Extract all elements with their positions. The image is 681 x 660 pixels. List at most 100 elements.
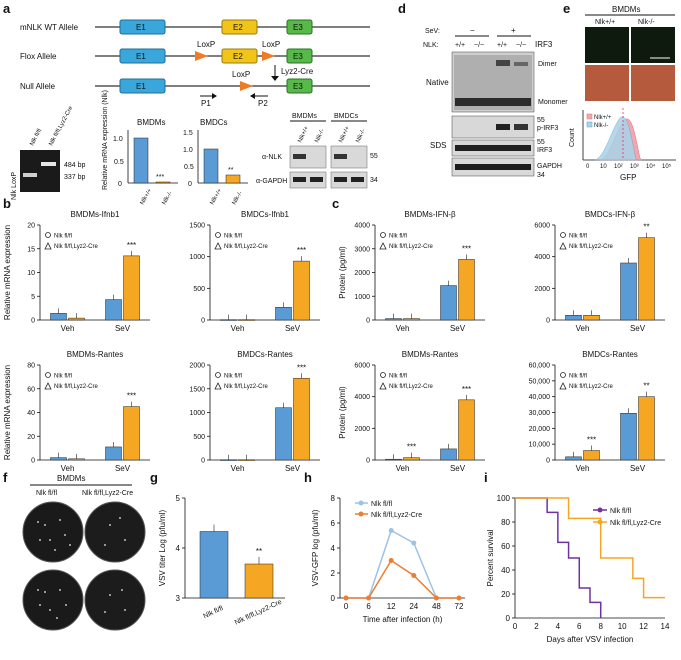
mrna-bmdm-bar-ko — [155, 181, 171, 184]
x-tick-label: Nlk fl/fl — [202, 605, 224, 620]
bar-flfl-veh — [565, 456, 582, 461]
y-tick-label: 60,000 — [529, 363, 551, 370]
loxp-site-null — [240, 81, 253, 91]
wb-d-pirf3: p-IRF3 — [537, 125, 559, 132]
survival-curve-0 — [515, 497, 602, 618]
legend-marker-cre — [44, 242, 52, 250]
point-0-2 — [388, 528, 394, 533]
loxp-label-2: LoxP — [262, 40, 280, 49]
e-xtick-4: 10⁴ — [646, 163, 656, 170]
significance: ** — [643, 382, 649, 391]
bar-cre-sev — [293, 260, 310, 321]
y-tick-label: 6000 — [354, 363, 370, 370]
genotyping-gel: Nlk LoxP Nlk fl/fl Nlk fl/fl,Lyz2-Cre 48… — [11, 105, 86, 200]
nlk-mrna-bmdm-chart: BMDMs Relative mRNA expression (Nlk) 0 0… — [102, 90, 178, 206]
wb-a-lane3: Nlk+/+ — [338, 125, 351, 144]
y-axis-label: VSV-GFP log (pfu/ml) — [311, 509, 320, 586]
x-tick-label: SeV — [285, 324, 301, 333]
bar-cre-sev — [293, 378, 310, 461]
wb-a-lane4: Nlk-/- — [355, 128, 366, 144]
y-tick-label: 60 — [501, 542, 510, 551]
bar-flfl-sev — [440, 448, 457, 461]
x-tick-label: Veh — [396, 464, 410, 473]
legend-marker-1 — [358, 511, 364, 517]
y-tick-label: 0 — [201, 318, 205, 325]
legend-marker-cre — [559, 242, 567, 250]
significance: ** — [643, 223, 649, 232]
y-tick-label: 0 — [546, 318, 550, 325]
legend-marker-flfl — [45, 232, 51, 238]
chart-2: BMDCs-Ifnb1 0 500 1000 1500 Veh SeV *** Nlk fl/f… — [189, 210, 320, 333]
bar-flfl-sev — [620, 413, 637, 461]
legend-marker-cre — [214, 242, 222, 250]
bar-flfl-sev — [105, 446, 122, 461]
y-axis-label: Protein (pg/ml) — [338, 386, 347, 439]
wb-d-dimer: Dimer — [538, 61, 557, 68]
wb-a-bmdm: BMDMs — [292, 113, 317, 120]
e-xtick-3: 10³ — [630, 164, 639, 170]
y-tick-label: 20,000 — [529, 426, 551, 433]
x-tick-label: 6 — [577, 622, 582, 631]
flox-allele-label: Flox Allele — [20, 52, 57, 61]
significance: *** — [297, 363, 306, 372]
y-tick-label: 4000 — [354, 394, 370, 401]
y-tick-label: 6000 — [534, 223, 550, 230]
e-xtick-1: 10 — [600, 164, 607, 170]
legend-marker-flfl — [215, 232, 221, 238]
y-tick-label: 40 — [27, 410, 35, 417]
wb-d-nlk: NLK: — [423, 42, 439, 49]
wb-d-lane2: −/− — [474, 42, 484, 49]
f-col1: Nlk fl/fl — [36, 490, 57, 497]
chart-i: 0 20 40 60 80 100 0 2 4 6 8 10 12 14 Percent survival D… — [486, 494, 670, 644]
survival-curve-1 — [515, 497, 665, 599]
legend-marker-cre — [44, 382, 52, 390]
x-axis-label: Time after infection (h) — [363, 615, 443, 624]
y-tick-label: 3000 — [354, 246, 370, 253]
point-1-1 — [366, 595, 372, 601]
y-tick-label: 80 — [501, 518, 510, 527]
x-tick-label: SeV — [450, 464, 466, 473]
y-tick-label: 5 — [31, 294, 35, 301]
chart-7: BMDMs-Rantes 0 2000 4000 6000 Protein (pg/ml)… — [338, 350, 485, 473]
wb-d-irf3b: IRF3 — [537, 147, 552, 154]
gel-lane1: Nlk fl/fl — [29, 128, 43, 147]
y-tick-label: 1500 — [189, 386, 205, 393]
legend-label-cre: Nlk fl/fl,Lyz2-Cre — [54, 244, 98, 250]
bar-cre-veh — [238, 459, 255, 461]
wb-d-lane4: −/− — [516, 42, 526, 49]
wb-d-irf3-label: IRF3 — [535, 40, 553, 49]
y-axis-label: Protein (pg/ml) — [338, 246, 347, 299]
e-xtick-2: 10² — [614, 164, 623, 170]
legend-label-cre: Nlk fl/fl,Lyz2-Cre — [224, 244, 268, 250]
mrna-bmdc-title: BMDCs — [200, 118, 228, 127]
x-tick-label: 12 — [639, 622, 648, 631]
bar-1 — [244, 563, 274, 599]
point-0-3 — [411, 540, 417, 546]
y-tick-label: 2000 — [354, 270, 370, 277]
x-tick-label: SeV — [450, 324, 466, 333]
mrna-bmdm-ytick-2: 1.0 — [113, 136, 123, 143]
e-col2: Nlk-/- — [638, 19, 655, 26]
x-tick-label: 10 — [618, 622, 627, 631]
y-tick-label: 30,000 — [529, 410, 551, 417]
plaque-well-2 — [84, 501, 146, 563]
bar-cre-sev — [458, 399, 475, 461]
wb-d-plus: + — [511, 26, 516, 35]
x-tick-label: 0 — [513, 622, 518, 631]
mrna-bmdc-ytick-0: 0 — [188, 181, 192, 188]
exon3-flox: E3 — [293, 52, 303, 61]
chart-1: BMDMs-Ifnb1 0 5 10 15 20 Relative mRNA express… — [3, 210, 150, 333]
bar-flfl-sev — [440, 285, 457, 321]
chart-title: BMDMs-Rantes — [67, 350, 123, 359]
legend-marker-flfl — [560, 372, 566, 378]
y-tick-label: 4 — [176, 544, 181, 553]
western-blot-a: BMDMs BMDCs Nlk+/+ Nlk-/- Nlk+/+ Nlk-/- … — [256, 113, 378, 189]
y-tick-label: 0 — [506, 614, 511, 623]
exon1-wt: E1 — [136, 23, 146, 32]
y-tick-label: 500 — [193, 434, 205, 441]
point-1-4 — [433, 595, 439, 601]
panel-e-microscopy: BMDMs Nlk+/+ Nlk-/- Nlk+/+ Nlk-/- Count … — [569, 5, 676, 182]
y-tick-label: 50,000 — [529, 378, 551, 385]
mrna-bmdm-bar-wt — [133, 137, 149, 184]
